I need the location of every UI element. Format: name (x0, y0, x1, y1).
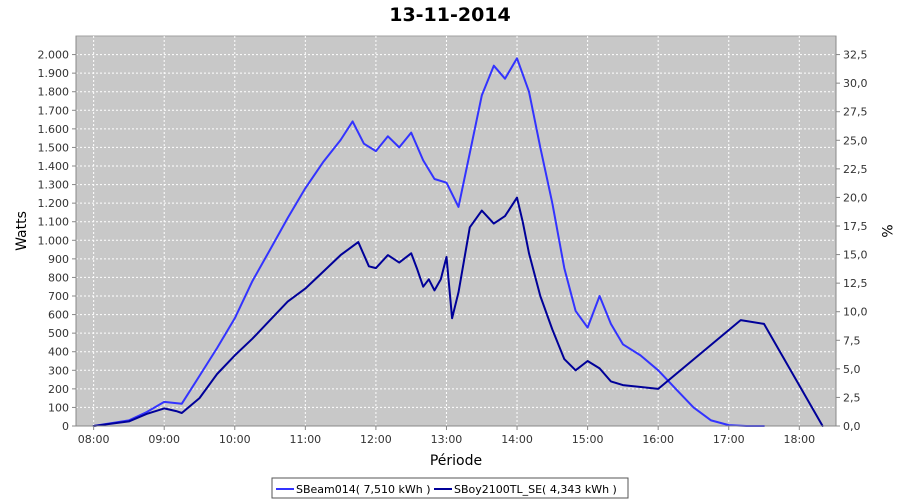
y-tick-label: 2.000 (38, 49, 70, 62)
grid-lines (76, 36, 836, 427)
y2-tick-label: 30,0 (843, 77, 868, 90)
y-tick-label: 600 (48, 309, 69, 322)
y2-tick-label: 25,0 (843, 134, 868, 147)
y-tick-label: 100 (48, 401, 69, 414)
y-tick-label: 400 (48, 346, 69, 359)
y-tick-label: 1.300 (38, 179, 70, 192)
y-tick-label: 1.700 (38, 104, 70, 117)
y-axis-right: 0,0 2,5 5,0 7,5 10,0 12,5 15,0 17,5 20,0 22,5 25,0… (835, 36, 868, 433)
y2-tick-label: 22,5 (843, 163, 868, 176)
plot-area (75, 35, 837, 427)
y-tick-label: 900 (48, 253, 69, 266)
y-axis-left: 0 100 200 300 400 500 600 700 800 900 1.000 1.100 1.… (38, 36, 77, 433)
legend: SBeam014( 7,510 kWh ) SBoy2100TL_SE( 4,3… (271, 477, 629, 499)
y2-tick-label: 20,0 (843, 191, 868, 204)
y-tick-label: 1.200 (38, 197, 70, 210)
y2-tick-label: 5,0 (843, 363, 861, 376)
x-tick-label: 10:00 (219, 433, 251, 446)
x-tick-label: 18:00 (783, 433, 815, 446)
y-tick-label: 1.500 (38, 141, 70, 154)
chart-title: 13-11-2014 (389, 4, 511, 26)
x-tick-label: 16:00 (642, 433, 674, 446)
y-tick-label: 700 (48, 290, 69, 303)
series-line-sboy2100tl (92, 196, 824, 427)
y2-tick-label: 7,5 (843, 334, 861, 347)
y2-tick-label: 15,0 (843, 249, 868, 262)
y-tick-label: 800 (48, 271, 69, 284)
y2-tick-label: 27,5 (843, 106, 868, 119)
x-tick-label: 08:00 (78, 433, 110, 446)
x-tick-label: 11:00 (289, 433, 321, 446)
series-line-sbeam014 (92, 57, 765, 427)
y-axis-title: Watts (14, 211, 30, 251)
y2-tick-label: 32,5 (843, 49, 868, 62)
x-tick-label: 13:00 (431, 433, 463, 446)
x-tick-label: 14:00 (501, 433, 533, 446)
x-tick-label: 09:00 (148, 433, 180, 446)
series-lines (92, 57, 824, 427)
y2-axis-title: % (878, 224, 894, 237)
y-tick-label: 1.600 (38, 123, 70, 136)
y2-tick-label: 2,5 (843, 391, 861, 404)
y-tick-label: 300 (48, 364, 69, 377)
y-tick-label: 1.900 (38, 67, 70, 80)
y-tick-label: 1.400 (38, 160, 70, 173)
x-axis: 08:00 09:00 10:00 11:00 12:00 13:00 14:00 15:00… (76, 425, 836, 446)
x-tick-label: 12:00 (360, 433, 392, 446)
x-axis-title: Période (430, 453, 482, 469)
legend-label-sboy2100tl: SBoy2100TL_SE( 4,343 kWh ) (454, 483, 617, 496)
y-tick-label: 1.100 (38, 216, 70, 229)
y-tick-label: 0 (62, 420, 69, 433)
y2-tick-label: 17,5 (843, 220, 868, 233)
y2-tick-label: 10,0 (843, 306, 868, 319)
y-tick-label: 500 (48, 327, 69, 340)
y-tick-label: 1.800 (38, 86, 70, 99)
x-tick-label: 15:00 (572, 433, 604, 446)
legend-label-sbeam014: SBeam014( 7,510 kWh ) (296, 483, 431, 496)
y2-tick-label: 12,5 (843, 277, 868, 290)
y2-tick-label: 0,0 (843, 420, 861, 433)
y-tick-label: 200 (48, 383, 69, 396)
x-tick-label: 17:00 (713, 433, 745, 446)
y-tick-label: 1.000 (38, 234, 70, 247)
